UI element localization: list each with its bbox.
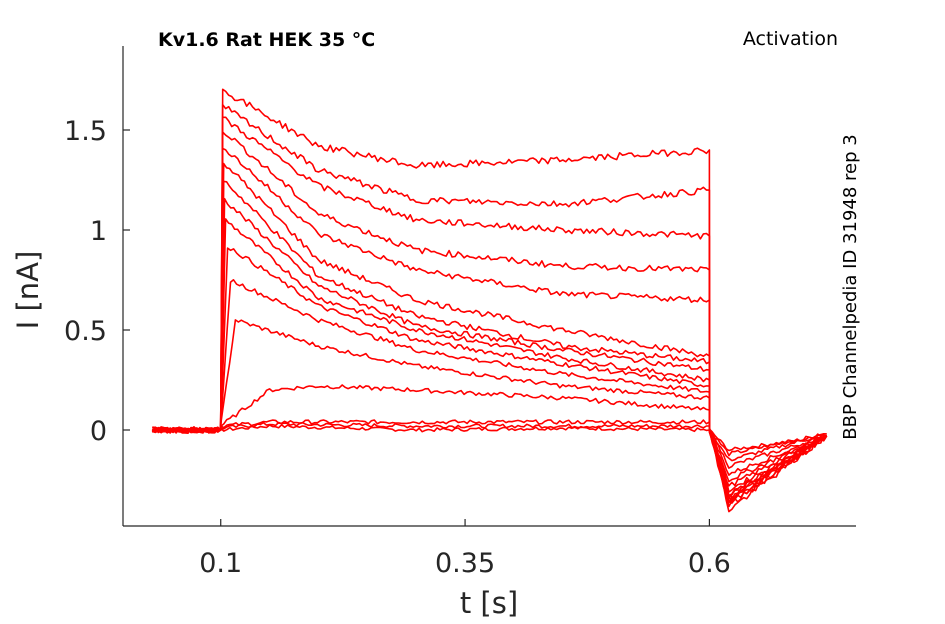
- current-trace-8: [152, 218, 827, 493]
- axes: [122, 46, 856, 527]
- current-trace-16: [152, 88, 827, 513]
- chart-title: Kv1.6 Rat HEK 35 °C: [158, 29, 375, 51]
- y-tick-label: 1.5: [64, 116, 107, 147]
- current-trace-6: [152, 278, 828, 483]
- current-trace-3: [152, 419, 827, 462]
- x-axis-label: t [s]: [460, 586, 518, 620]
- current-trace-5: [151, 319, 827, 476]
- y-axis-label: I [nA]: [11, 251, 45, 330]
- y-ticks: 0 0.5 1 1.5: [64, 116, 130, 447]
- traces: [151, 88, 828, 513]
- x-tick-label: 0.1: [199, 548, 242, 579]
- x-tick-label: 0.35: [435, 548, 495, 579]
- x-tick-label: 0.6: [688, 548, 731, 579]
- chart-annotation: Activation: [743, 28, 838, 50]
- current-trace-7: [151, 247, 827, 487]
- x-ticks: 0.1 0.35 0.6: [199, 519, 731, 579]
- current-trace-1: [152, 423, 828, 452]
- y-tick-label: 0.5: [64, 316, 107, 347]
- y-tick-label: 1: [90, 216, 107, 247]
- y-tick-label: 0: [90, 416, 107, 447]
- side-label: BBP Channelpedia ID 31948 rep 3: [840, 134, 861, 439]
